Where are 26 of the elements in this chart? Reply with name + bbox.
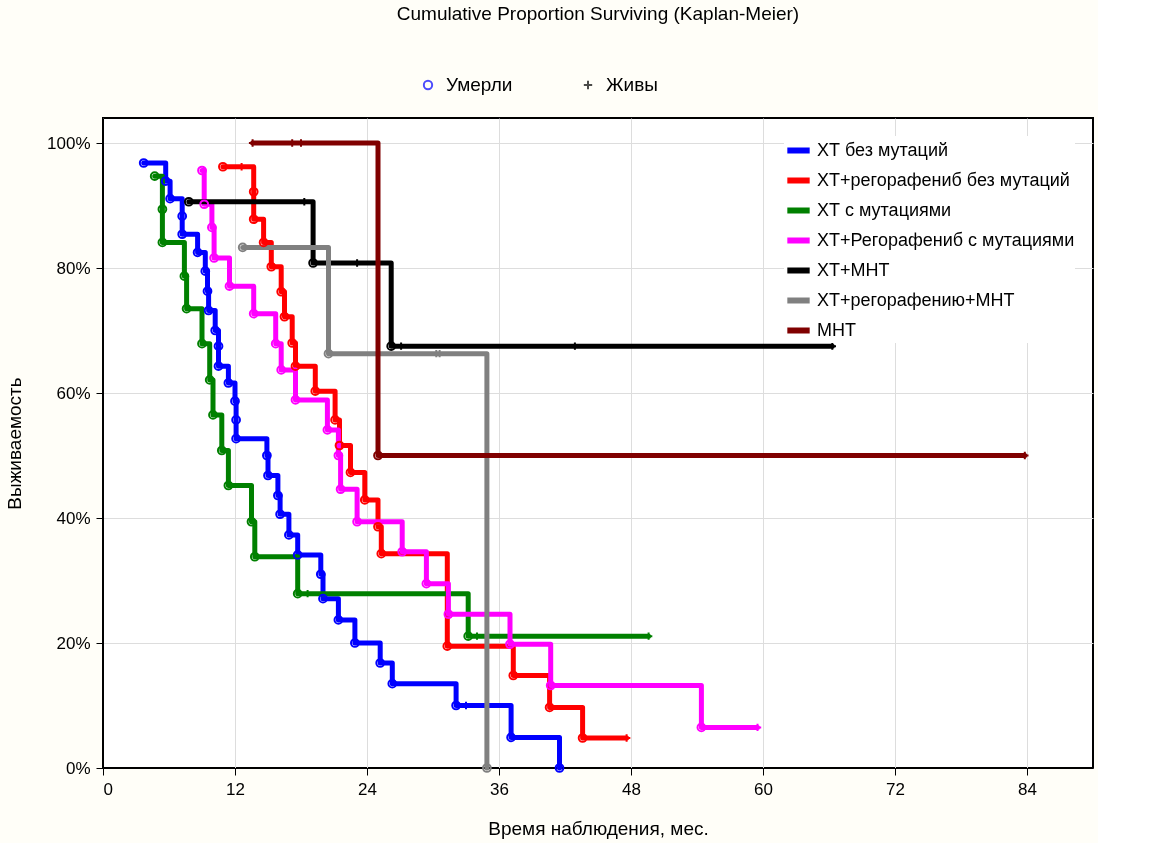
chart-title: Cumulative Proportion Surviving (Kaplan-Meier) bbox=[396, 3, 800, 24]
legend-label: ХТ с мутациями bbox=[817, 199, 952, 220]
legend-label: ХТ+регорафениб без мутаций bbox=[817, 169, 1070, 190]
y-tick-label: 0% bbox=[65, 758, 91, 778]
y-tick-label: 100% bbox=[47, 133, 91, 153]
x-tick-label: 60 bbox=[754, 779, 773, 799]
y-tick-label: 20% bbox=[56, 633, 91, 653]
y-tick-label: 60% bbox=[56, 383, 91, 403]
x-tick-label: 48 bbox=[622, 779, 641, 799]
x-tick-label: 36 bbox=[490, 779, 509, 799]
x-tick-label: 0 bbox=[103, 779, 113, 799]
legend-label: ХТ+МНТ bbox=[817, 259, 890, 280]
y-tick-label: 40% bbox=[56, 508, 91, 528]
x-tick-label: 24 bbox=[358, 779, 377, 799]
legend-label: ХТ+Регорафениб с мутациями bbox=[817, 229, 1075, 250]
x-tick-label: 12 bbox=[226, 779, 245, 799]
x-tick-label: 72 bbox=[886, 779, 905, 799]
legend-label: МНТ bbox=[817, 319, 856, 340]
y-axis-title: Выживаемость bbox=[4, 377, 26, 510]
legend-label: ХТ без мутаций bbox=[817, 139, 949, 160]
legend-label: ХТ+регорафению+МНТ bbox=[817, 289, 1015, 310]
y-tick-label: 80% bbox=[56, 258, 91, 278]
x-tick-label: 84 bbox=[1018, 779, 1037, 799]
x-axis-title: Время наблюдения, мес. bbox=[488, 817, 709, 839]
legend-label: Умерли bbox=[446, 74, 513, 95]
legend-label: Живы bbox=[606, 74, 658, 95]
